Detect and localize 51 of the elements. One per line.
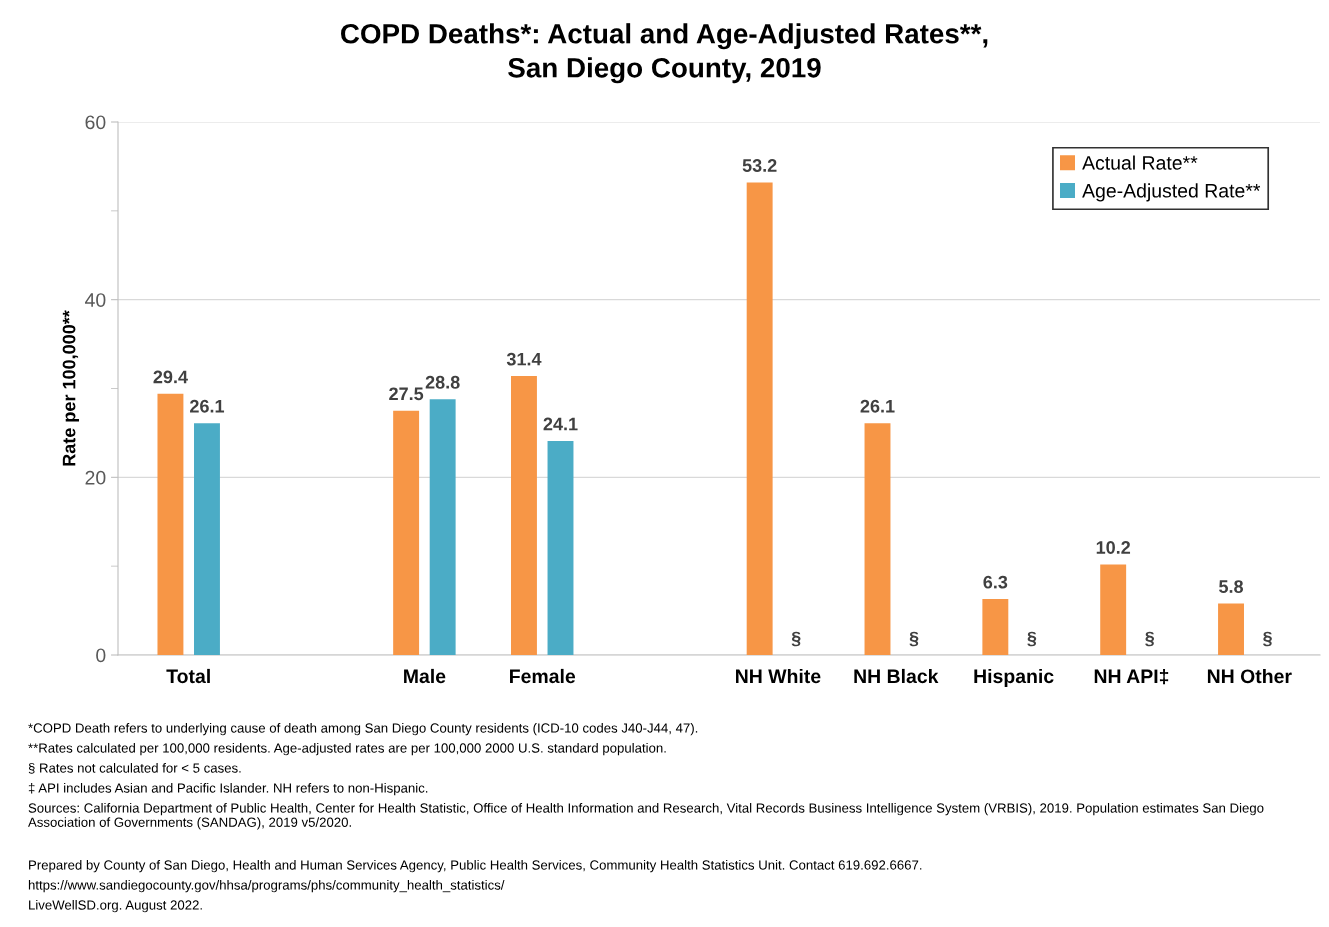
text: ‡ API includes Asian and Pacific Islander. NH refers to non-Hispanic. [28,783,428,796]
data-label: 28.8 [425,375,460,389]
y-axis-title: Rate per 100,000** [62,310,80,466]
text: § [791,631,801,647]
bar [194,423,220,655]
bar [1100,564,1127,655]
text: *COPD Death refers to underlying cause of death among San Diego County residents (ICD-10 codes J40-J44, 47). [28,723,698,736]
x-tick-label: Male [404,668,446,684]
bar [511,376,537,655]
data-label: 26.1 [190,399,225,413]
x-tick-label: NH API‡ [1094,668,1169,685]
bar [393,410,420,655]
text: § [909,631,919,647]
text: § [1027,631,1037,647]
x-tick-label: Hispanic [974,668,1054,688]
data-label: 24.1 [543,417,578,431]
text: https://www.sandiegocounty.gov/hhsa/programs/phs/community_health_statistics/ [28,880,505,893]
bar [157,393,184,655]
y-tick-label: 20 [85,470,106,485]
data-label: 26.1 [860,399,895,413]
data-label: 53.2 [742,159,777,172]
text: LiveWellSD.org. August 2022. [29,900,202,913]
text: § [1263,631,1272,647]
y-tick-label: 0 [96,648,106,663]
x-tick-label: Female [510,668,576,684]
bar [429,399,456,655]
bar [746,182,773,655]
chart-title: COPD Deaths*: Actual and Age-Adjusted Rates**, San Diego County, 2019 [341,23,988,84]
data-label: 31.4 [506,352,542,366]
data-label: 27.5 [389,387,424,401]
x-tick-label: NH Other [1207,668,1292,684]
source-note: Sources: California Department of Public Health, Center for Health Statistic, Office of Health Information and Research, Vital Records Business Intelligence System (VRBIS), 2019. Population estimates San Diego Association of Governments (SANDAG), 2019 v5/2020. [28,803,1264,830]
text: Prepared by County of San Diego, Health and Human Services Agency, Public Health Services, Community Health Statistics Unit. Contact 619.692.6667. [29,860,922,873]
data-label: 5.8 [1219,580,1244,593]
bar [547,440,574,655]
bar [864,423,891,655]
text: § [1145,631,1155,647]
legend-label: Actual Rate** [1082,155,1198,170]
y-tick-label: 60 [85,115,106,130]
legend-label: Age-Adjusted Rate** [1082,183,1261,202]
text: **Rates calculated per 100,000 residents. Age-adjusted rates are per 100,000 2000 U.S. standard population. [28,743,666,756]
bar [1218,603,1244,655]
data-label: 10.2 [1096,541,1131,554]
x-tick-label: NH Black [854,668,939,684]
bar [982,599,1009,655]
text: § Rates not calculated for < 5 cases. [28,763,241,774]
data-label: 29.4 [153,370,188,384]
x-tick-label: NH White [736,668,821,684]
data-label: 6.3 [983,575,1008,589]
x-tick-label: Total [166,668,210,684]
y-tick-label: 40 [85,293,106,307]
